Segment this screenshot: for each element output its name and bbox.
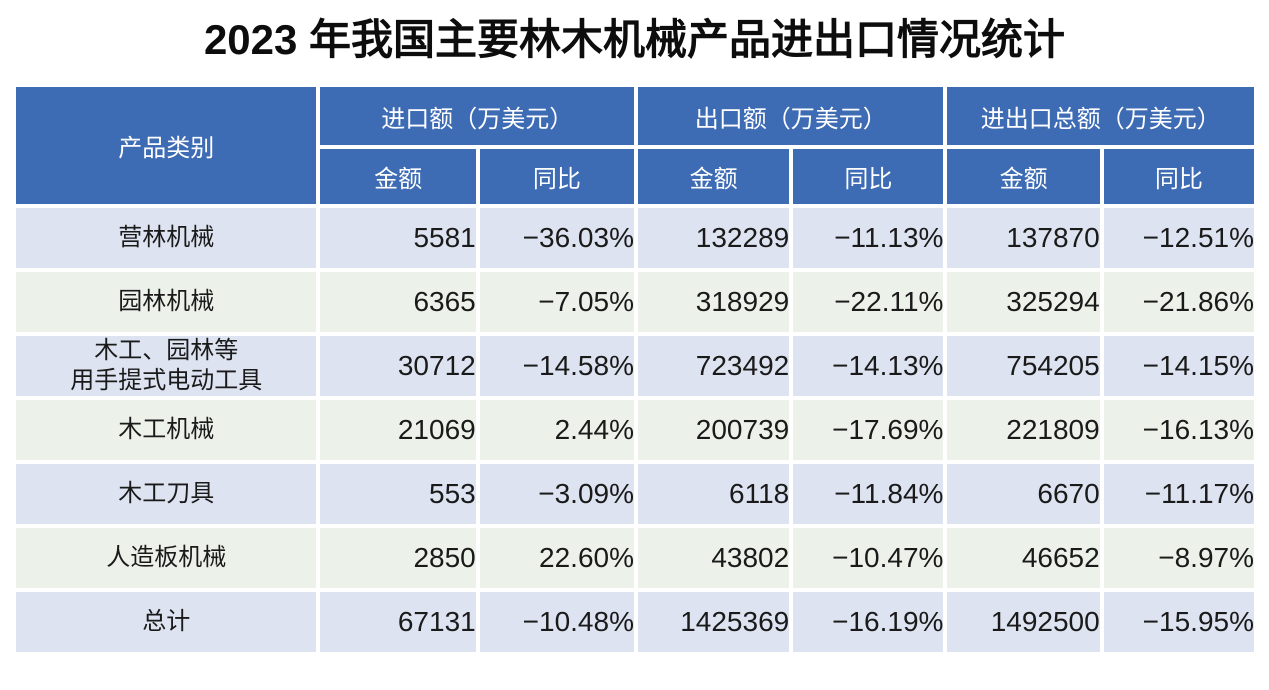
table-row: 木工、园林等 用手提式电动工具 30712 −14.58% 723492 −14… — [16, 336, 1254, 396]
header-total-yoy: 同比 — [1103, 149, 1254, 204]
cell-product: 木工机械 — [16, 400, 317, 460]
cell-import-amount: 67131 — [320, 592, 476, 652]
cell-total-yoy: −21.86% — [1103, 272, 1254, 332]
cell-total-amount: 754205 — [947, 336, 1100, 396]
cell-total-yoy: −11.17% — [1103, 464, 1254, 524]
cell-import-amount: 6365 — [320, 272, 476, 332]
cell-total-amount: 221809 — [947, 400, 1100, 460]
table-row: 人造板机械 2850 22.60% 43802 −10.47% 46652 −8… — [16, 528, 1254, 588]
cell-total-amount: 6670 — [947, 464, 1100, 524]
stats-table: 产品类别 进口额（万美元） 出口额（万美元） 进出口总额（万美元） 金额 同比 … — [12, 83, 1258, 656]
header-import-group: 进口额（万美元） — [320, 87, 634, 145]
table-row: 木工机械 21069 2.44% 200739 −17.69% 221809 −… — [16, 400, 1254, 460]
header-total-group: 进出口总额（万美元） — [947, 87, 1254, 145]
header-import-yoy: 同比 — [479, 149, 634, 204]
table-row: 木工刀具 553 −3.09% 6118 −11.84% 6670 −11.17… — [16, 464, 1254, 524]
cell-export-yoy: −14.13% — [793, 336, 944, 396]
cell-export-amount: 6118 — [637, 464, 790, 524]
cell-export-yoy: −22.11% — [793, 272, 944, 332]
cell-export-amount: 132289 — [637, 208, 790, 268]
cell-product: 人造板机械 — [16, 528, 317, 588]
cell-import-amount: 2850 — [320, 528, 476, 588]
cell-import-amount: 553 — [320, 464, 476, 524]
header-export-group: 出口额（万美元） — [637, 87, 944, 145]
cell-import-yoy: −7.05% — [479, 272, 634, 332]
header-export-yoy: 同比 — [793, 149, 944, 204]
cell-import-amount: 21069 — [320, 400, 476, 460]
cell-import-yoy: −10.48% — [479, 592, 634, 652]
cell-export-amount: 43802 — [637, 528, 790, 588]
cell-import-yoy: −3.09% — [479, 464, 634, 524]
cell-product: 总计 — [16, 592, 317, 652]
cell-total-amount: 325294 — [947, 272, 1100, 332]
cell-export-amount: 318929 — [637, 272, 790, 332]
table-row: 营林机械 5581 −36.03% 132289 −11.13% 137870 … — [16, 208, 1254, 268]
cell-import-amount: 5581 — [320, 208, 476, 268]
cell-total-yoy: −8.97% — [1103, 528, 1254, 588]
table-row: 园林机械 6365 −7.05% 318929 −22.11% 325294 −… — [16, 272, 1254, 332]
header-export-amount: 金额 — [637, 149, 790, 204]
cell-export-amount: 200739 — [637, 400, 790, 460]
cell-import-yoy: −14.58% — [479, 336, 634, 396]
cell-export-yoy: −16.19% — [793, 592, 944, 652]
cell-total-yoy: −16.13% — [1103, 400, 1254, 460]
cell-total-amount: 1492500 — [947, 592, 1100, 652]
cell-import-yoy: −36.03% — [479, 208, 634, 268]
cell-product: 园林机械 — [16, 272, 317, 332]
cell-export-amount: 1425369 — [637, 592, 790, 652]
cell-product: 营林机械 — [16, 208, 317, 268]
cell-import-yoy: 2.44% — [479, 400, 634, 460]
cell-export-yoy: −11.13% — [793, 208, 944, 268]
cell-total-amount: 137870 — [947, 208, 1100, 268]
table-row-total: 总计 67131 −10.48% 1425369 −16.19% 1492500… — [16, 592, 1254, 652]
header-row-sub: 金额 同比 金额 同比 金额 同比 — [16, 149, 1254, 204]
cell-export-amount: 723492 — [637, 336, 790, 396]
header-total-amount: 金额 — [947, 149, 1100, 204]
table-container: 产品类别 进口额（万美元） 出口额（万美元） 进出口总额（万美元） 金额 同比 … — [12, 83, 1258, 656]
cell-export-yoy: −17.69% — [793, 400, 944, 460]
cell-total-amount: 46652 — [947, 528, 1100, 588]
cell-total-yoy: −14.15% — [1103, 336, 1254, 396]
cell-import-amount: 30712 — [320, 336, 476, 396]
cell-total-yoy: −12.51% — [1103, 208, 1254, 268]
header-row-groups: 产品类别 进口额（万美元） 出口额（万美元） 进出口总额（万美元） — [16, 87, 1254, 204]
cell-export-yoy: −11.84% — [793, 464, 944, 524]
cell-total-yoy: −15.95% — [1103, 592, 1254, 652]
cell-import-yoy: 22.60% — [479, 528, 634, 588]
cell-product: 木工、园林等 用手提式电动工具 — [16, 336, 317, 396]
page-title: 2023 年我国主要林木机械产品进出口情况统计 — [203, 16, 1066, 63]
header-import-amount: 金额 — [320, 149, 476, 204]
cell-export-yoy: −10.47% — [793, 528, 944, 588]
cell-product: 木工刀具 — [16, 464, 317, 524]
header-product-category: 产品类别 — [16, 87, 317, 204]
